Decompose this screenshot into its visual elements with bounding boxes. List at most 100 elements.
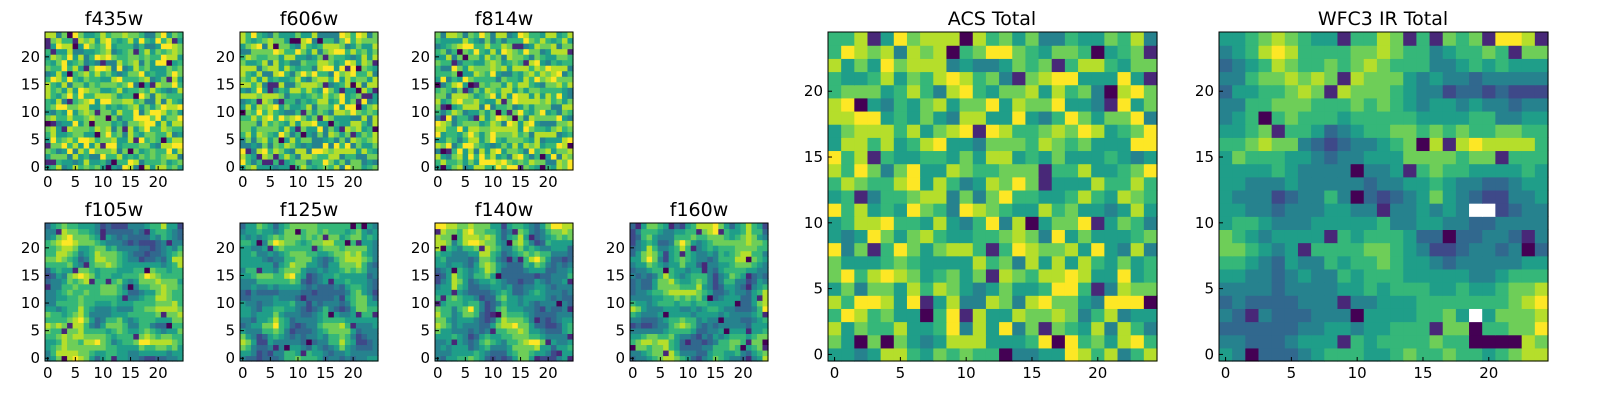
heatmap-cell <box>45 37 52 44</box>
heatmap-cell <box>317 245 324 252</box>
heatmap-cell <box>561 54 569 61</box>
heatmap-cell <box>468 250 475 257</box>
heatmap-cell <box>278 142 285 149</box>
heatmap-cell <box>718 344 725 351</box>
heatmap-cell <box>663 355 670 362</box>
heatmap-cell <box>366 283 374 290</box>
heatmap-cell <box>512 59 519 66</box>
heatmap-cell <box>641 355 648 362</box>
heatmap-cell <box>1117 176 1132 191</box>
heatmap-cell <box>284 234 291 241</box>
heatmap-cell <box>333 43 340 50</box>
x-tick-label: 20 <box>344 173 363 191</box>
heatmap-cell <box>473 327 480 334</box>
heatmap-cell <box>284 305 291 312</box>
heatmap-cell <box>138 267 145 274</box>
heatmap-cell <box>484 153 491 160</box>
heatmap-cell <box>166 65 173 72</box>
heatmap-cell <box>300 147 307 155</box>
heatmap-cell <box>251 114 258 121</box>
heatmap-cell <box>251 289 258 296</box>
heatmap-cell <box>166 245 173 252</box>
heatmap-cell <box>867 137 882 152</box>
heatmap-cell <box>561 228 569 235</box>
heatmap-cell <box>674 333 681 340</box>
heatmap-cell <box>300 87 307 94</box>
heatmap-cell <box>372 81 379 88</box>
heatmap-cell <box>1130 308 1145 323</box>
heatmap-cell <box>561 142 569 149</box>
heatmap-cell <box>696 283 703 290</box>
heatmap-cell <box>372 32 379 39</box>
heatmap-cell <box>1104 137 1119 152</box>
heatmap-cell <box>72 261 79 268</box>
heatmap-cell <box>479 311 486 318</box>
heatmap-cell <box>528 32 535 39</box>
heatmap-cell <box>56 234 63 241</box>
heatmap-cell <box>171 322 179 329</box>
heatmap-cell <box>479 316 486 323</box>
heatmap-cell <box>1091 242 1105 257</box>
heatmap-cell <box>251 311 258 318</box>
heatmap-cell <box>256 158 263 166</box>
heatmap-cell <box>94 87 101 94</box>
heatmap-cell <box>144 87 151 94</box>
heatmap-cell <box>67 289 74 296</box>
y-tick-label: 5 <box>225 322 235 340</box>
heatmap-cell <box>490 316 497 323</box>
heatmap-cell <box>539 125 546 132</box>
heatmap-cell <box>512 272 519 279</box>
heatmap-cell <box>273 344 280 351</box>
heatmap-cell <box>893 347 908 362</box>
heatmap-cell <box>512 355 519 362</box>
heatmap-cell <box>528 294 535 301</box>
heatmap-cell <box>116 239 123 246</box>
heatmap-cell <box>56 267 63 274</box>
heatmap-cell <box>284 256 291 263</box>
heatmap-cell <box>122 267 129 274</box>
heatmap-cell <box>854 229 869 244</box>
heatmap-cell <box>468 327 475 334</box>
heatmap-cell <box>556 289 563 296</box>
heatmap-cell <box>1143 216 1158 230</box>
heatmap-cell <box>366 136 374 143</box>
heatmap-cell <box>490 322 497 329</box>
heatmap-cell <box>567 267 574 274</box>
heatmap-cell <box>89 109 96 116</box>
heatmap-cell <box>545 131 552 138</box>
heatmap-cell <box>701 289 708 296</box>
heatmap-cell <box>306 153 313 160</box>
heatmap-cell <box>556 355 563 362</box>
heatmap-cell <box>440 234 447 241</box>
y-tick-label: 15 <box>411 266 430 284</box>
heatmap-cell <box>83 338 90 346</box>
heatmap-cell <box>972 163 987 178</box>
heatmap-cell <box>127 305 134 312</box>
heatmap-cell <box>144 250 151 257</box>
heatmap-cell <box>166 223 173 230</box>
heatmap-cell <box>729 289 736 296</box>
heatmap-cell <box>646 305 653 312</box>
heatmap-cell <box>440 223 447 230</box>
heatmap-cell <box>105 223 112 230</box>
heatmap-cell <box>333 65 340 72</box>
heatmap-cell <box>630 316 637 323</box>
heatmap-cell <box>100 103 107 110</box>
heatmap-cell <box>155 223 162 230</box>
heatmap-cell <box>100 344 107 351</box>
heatmap-cell <box>523 349 530 357</box>
heatmap-cell <box>127 153 134 160</box>
heatmap-cell <box>462 103 469 110</box>
heatmap-cell <box>166 54 173 61</box>
heatmap-cell <box>718 261 725 268</box>
heatmap-cell <box>539 142 546 149</box>
heatmap-cell <box>78 59 85 66</box>
y-tick-label: 20 <box>216 48 235 66</box>
heatmap-cell <box>177 114 184 121</box>
heatmap-cell <box>630 349 637 357</box>
heatmap-cell <box>495 223 502 230</box>
heatmap-cell <box>78 153 85 160</box>
heatmap-cell <box>999 216 1013 230</box>
heatmap-cell <box>435 120 442 127</box>
heatmap-cell <box>284 125 291 132</box>
